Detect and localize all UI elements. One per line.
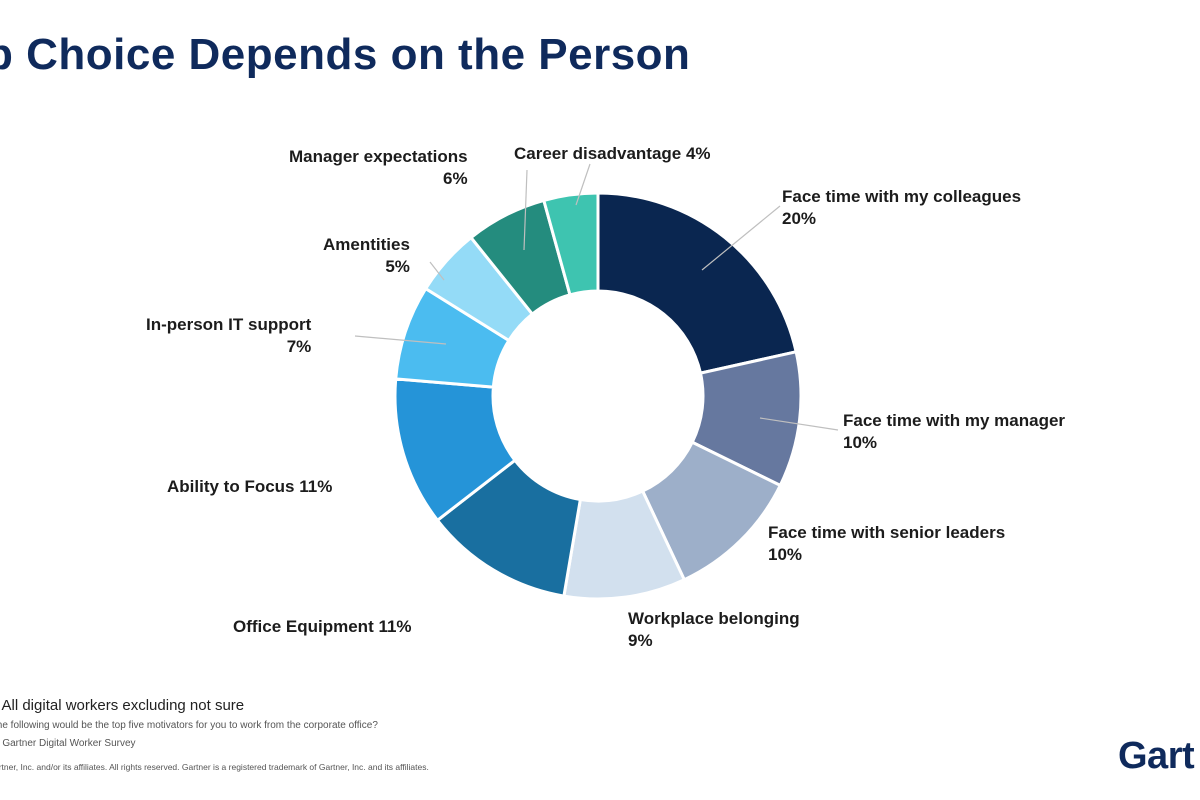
slice-label: Workplace belonging 9% [628,609,800,650]
leader-line [429,261,445,281]
leader-line [701,205,781,271]
leader-line [759,417,839,431]
slice-label: Face time with senior leaders 10% [768,523,1005,564]
slice-label: Manager expectations 6% [289,147,468,188]
donut-slice [596,191,798,375]
leader-line [523,169,528,251]
slice-label: Career disadvantage 4% [514,144,711,163]
slice-label: Face time with my colleagues 20% [782,187,1021,228]
footer-question: the following would be the top five moti… [0,720,378,731]
footer-base-note: ; All digital workers excluding not sure [0,697,245,714]
slice-label: Ability to Focus 11% [167,477,332,496]
footer-source: 2 Gartner Digital Worker Survey [0,738,136,749]
slice-label: In-person IT support 7% [146,315,312,356]
slice-label: Office Equipment 11% [233,617,412,636]
gartner-logo: Gart [1118,735,1195,777]
slice-label: Amentities 5% [323,235,410,276]
leader-line [354,335,447,345]
donut-slice [541,191,600,297]
slide-title: p Choice Depends on the Person [0,30,691,79]
footer-copyright: artner, Inc. and/or its affiliates. All … [0,762,429,772]
slice-label: Face time with my manager 10% [843,411,1065,452]
leader-line [575,163,591,206]
